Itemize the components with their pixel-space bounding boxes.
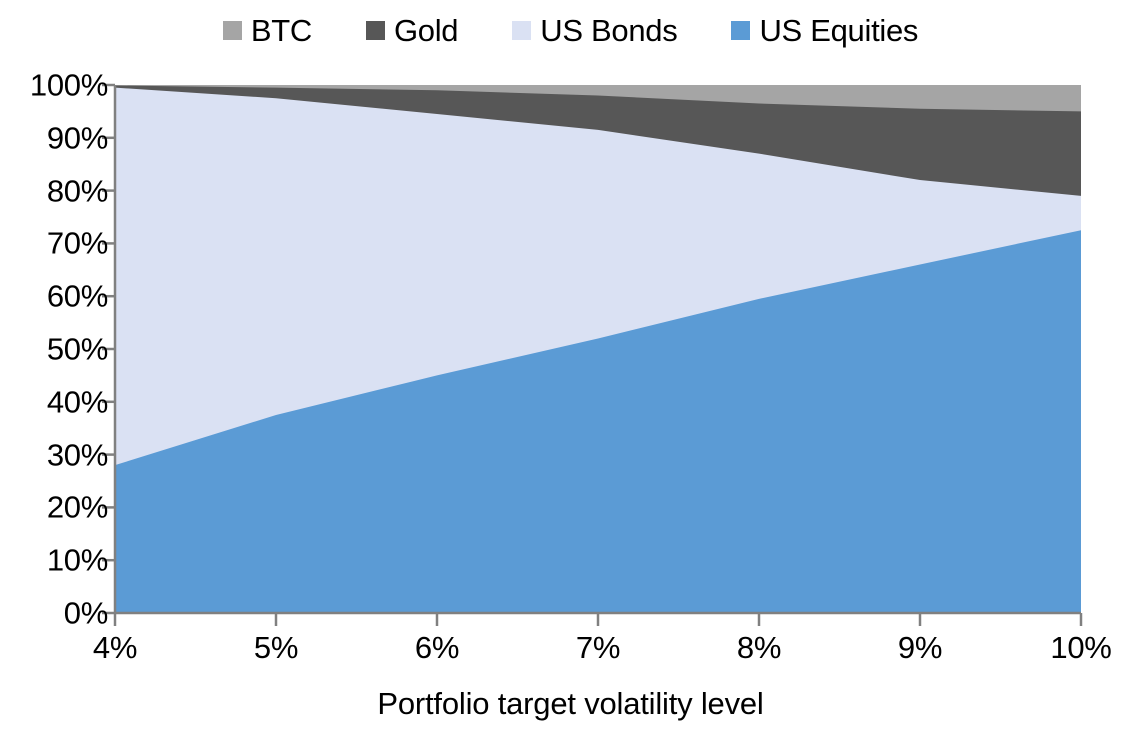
legend-item-us-bonds[interactable]: US Bonds (512, 12, 678, 48)
legend-label-us-equities: US Equities (759, 12, 919, 48)
y-tick-label: 80% (46, 173, 108, 209)
legend-label-btc: BTC (250, 12, 312, 48)
x-axis-tick-labels: 4% 5% 6% 7% 8% 9% 10% (0, 632, 1141, 676)
legend-swatch-btc (222, 20, 242, 40)
legend-item-gold[interactable]: Gold (365, 12, 459, 48)
x-tick-label: 10% (1050, 630, 1112, 665)
legend-item-us-equities[interactable]: US Equities (731, 15, 918, 46)
y-axis-tick-labels: 0% 10% 20% 30% 40% 50% 60% 70% 80% 90% 100% (0, 0, 108, 742)
legend-swatch-us-equities (731, 20, 751, 40)
y-tick-label: 30% (46, 437, 108, 473)
y-tick-label: 10% (46, 542, 108, 578)
area-series-group (115, 85, 1081, 613)
y-tick-label: 60% (46, 278, 108, 314)
y-tick-label: 20% (46, 489, 108, 525)
x-tick-label: 7% (575, 630, 621, 665)
x-tick-label: 5% (253, 630, 299, 665)
axis-lines-group (102, 83, 1083, 626)
legend-swatch-us-bonds (512, 20, 532, 40)
y-tick-label: 90% (46, 120, 108, 156)
x-tick-label: 8% (736, 630, 782, 665)
legend-swatch-gold (365, 20, 385, 40)
x-tick-label: 9% (897, 630, 943, 665)
y-tick-label: 40% (46, 384, 108, 420)
y-tick-label: 50% (46, 331, 108, 367)
chart-legend: BTC Gold US Bonds US Equities (0, 8, 1141, 52)
x-tick-label: 4% (92, 630, 138, 665)
y-tick-label: 100% (29, 67, 108, 103)
y-tick-label: 0% (63, 595, 109, 631)
area-series-us-equities (115, 230, 1081, 613)
y-tick-label: 70% (46, 225, 108, 261)
x-axis-title: Portfolio target volatility level (377, 686, 764, 721)
legend-item-btc[interactable]: BTC (222, 12, 312, 48)
legend-label-us-bonds: US Bonds (540, 12, 678, 48)
x-tick-label: 6% (414, 630, 460, 665)
legend-label-gold: Gold (393, 12, 459, 48)
